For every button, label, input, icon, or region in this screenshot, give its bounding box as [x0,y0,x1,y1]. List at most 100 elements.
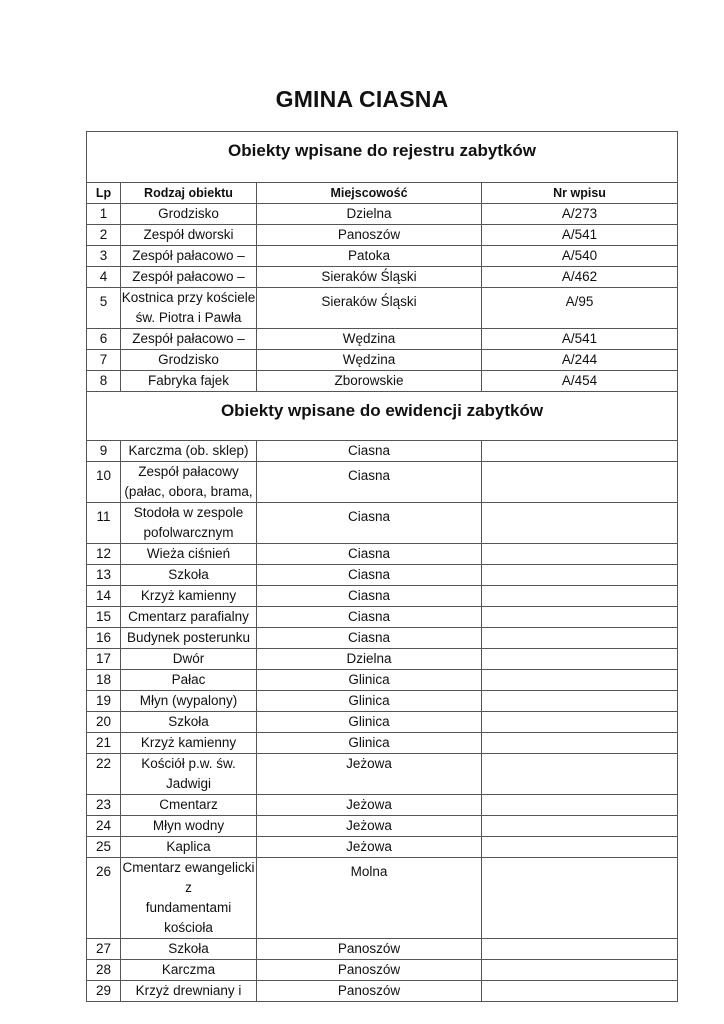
cell-type-line: Zespół dworski [143,227,234,242]
cell-place: Dzielna [256,203,482,225]
cell-nr [480,461,679,503]
cell-type: Budynek posterunku [120,627,257,649]
cell-type-line: Młyn wodny [152,818,225,833]
cell-place: Panoszów [256,224,482,246]
cell-type: Cmentarz parafialny [120,606,257,628]
cell-place: Glinica [256,690,482,712]
cell-type-line: Kostnica przy kościele [121,290,256,305]
cell-type: Cmentarz ewangelicki z fundamentami kości… [120,857,257,939]
cell-type: Młyn (wypalony) [120,690,257,712]
cell-nr [480,815,679,837]
table-row: 15 Cmentarz parafialny Ciasna [86,606,679,628]
cell-type: Kostnica przy kościele św. Piotra i Pawła [120,287,257,329]
table-row: 20 Szkoła Glinica [86,711,679,733]
table-row: 19 Młyn (wypalony) Glinica [86,690,679,712]
cell-place: Sieraków Śląski [256,266,482,288]
cell-lp: 15 [86,606,121,628]
cell-lp: 13 [86,564,121,586]
table-row: 5 Kostnica przy kościele św. Piotra i Pawł… [86,287,679,329]
table-row: 18 Pałac Glinica [86,669,679,691]
table-row: 4 Zespół pałacowo – Sieraków Śląski A/462 [86,266,679,288]
cell-place: Ciasna [256,606,482,628]
cell-nr: A/462 [480,266,679,288]
cell-type-line: Wieża ciśnień [146,546,231,561]
cell-type-line: (pałac, obora, brama, [124,484,253,499]
cell-nr [480,732,679,754]
cell-place: Ciasna [256,585,482,607]
table-row: 17 Dwór Dzielna [86,648,679,670]
table-row: 25 Kaplica Jeżowa [86,836,679,858]
cell-place: Sieraków Śląski [256,287,482,329]
cell-place: Panoszów [256,938,482,960]
table-row: 11 Stodoła w zespole pofolwarcznym Ciasna [86,502,679,544]
table-row: 27 Szkoła Panoszów [86,938,679,960]
cell-type-line: Krzyż kamienny [140,735,237,750]
table-row: 26 Cmentarz ewangelicki z fundamentami koś… [86,857,679,939]
cell-lp: 1 [86,203,121,225]
cell-type-line: Zespół pałacowy [138,464,239,479]
cell-type-line: Kaplica [166,839,211,854]
cell-nr [480,606,679,628]
cell-type: Cmentarz [120,794,257,816]
cell-nr: A/273 [480,203,679,225]
cell-lp: 26 [86,857,121,939]
cell-place: Wędzina [256,349,482,371]
cell-type-line: Młyn (wypalony) [139,693,238,708]
cell-type: Karczma (ob. sklep) [120,440,257,462]
cell-type: Wieża ciśnień [120,543,257,565]
cell-type-line: Fabryka fajek [147,373,230,388]
cell-type: Zespół pałacowo – [120,245,257,267]
cell-nr [480,980,679,1002]
cell-place: Jeżowa [256,815,482,837]
cell-type: Krzyż drewniany i [120,980,257,1002]
cell-nr [480,857,679,939]
cell-place: Jeżowa [256,836,482,858]
cell-type-line: Kościół p.w. św. Jadwigi [141,756,236,791]
cell-place: Wędzina [256,328,482,350]
table-row: 2 Zespół dworski Panoszów A/541 [86,224,679,246]
cell-nr [480,648,679,670]
table-row: 13 Szkoła Ciasna [86,564,679,586]
cell-type-line: Krzyż kamienny [140,588,237,603]
cell-lp: 20 [86,711,121,733]
cell-nr: A/541 [480,328,679,350]
table-row: 7 Grodzisko Wędzina A/244 [86,349,679,371]
cell-nr [480,564,679,586]
cell-type-line: fundamentami kościoła [145,900,232,935]
cell-lp: 10 [86,461,121,503]
cell-lp: 2 [86,224,121,246]
cell-lp: 28 [86,959,121,981]
cell-type-line: Krzyż drewniany i [135,983,242,998]
cell-lp: 17 [86,648,121,670]
column-header-place: Miejscowość [256,182,482,204]
cell-type: Kościół p.w. św. Jadwigi [120,753,257,795]
cell-type-line: Grodzisko [158,206,219,221]
cell-type: Kaplica [120,836,257,858]
table-row: 21 Krzyż kamienny Glinica [86,732,679,754]
table-row: 23 Cmentarz Jeżowa [86,794,679,816]
cell-type: Zespół pałacowy (pałac, obora, brama, [120,461,257,503]
table-row: 8 Fabryka fajek Zborowskie A/454 [86,370,679,392]
cell-lp: 19 [86,690,121,712]
cell-nr [480,753,679,795]
cell-nr [480,938,679,960]
cell-type-line: Karczma (ob. sklep) [128,443,249,458]
document-title: GMINA CIASNA [275,86,449,112]
table-row: 16 Budynek posterunku Ciasna [86,627,679,649]
cell-type-line: Stodoła w zespole [133,505,244,520]
table-row: 14 Krzyż kamienny Ciasna [86,585,679,607]
monuments-table: Obiekty wpisane do rejestru zabytków Lp … [85,131,679,1002]
cell-lp: 12 [86,543,121,565]
cell-lp: 6 [86,328,121,350]
column-header-lp: Lp [86,182,121,204]
cell-place: Ciasna [256,440,482,462]
cell-nr [480,440,679,462]
cell-nr [480,959,679,981]
cell-type-line: Budynek posterunku [126,630,251,645]
table-row: 28 Karczma Panoszów [86,959,679,981]
column-header-type: Rodzaj obiektu [120,182,257,204]
cell-type: Krzyż kamienny [120,585,257,607]
cell-lp: 25 [86,836,121,858]
table-row: 24 Młyn wodny Jeżowa [86,815,679,837]
cell-lp: 23 [86,794,121,816]
